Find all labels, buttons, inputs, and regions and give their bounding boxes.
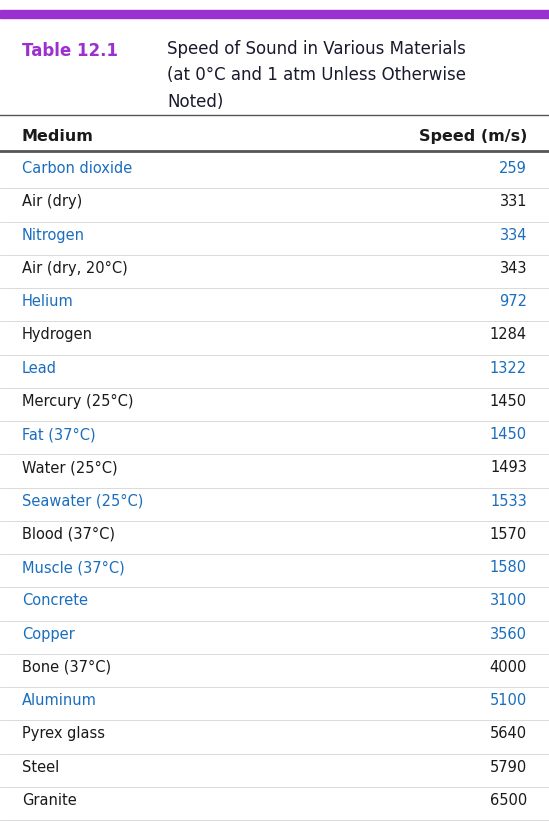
Text: 1493: 1493 [490, 460, 527, 475]
Text: Aluminum: Aluminum [22, 693, 97, 708]
Text: Table 12.1: Table 12.1 [22, 42, 118, 60]
Text: Pyrex glass: Pyrex glass [22, 726, 105, 741]
Text: Lead: Lead [22, 361, 57, 376]
Text: Muscle (37°C): Muscle (37°C) [22, 560, 125, 575]
Text: Copper: Copper [22, 627, 75, 642]
Text: 1450: 1450 [490, 427, 527, 442]
Text: 1570: 1570 [490, 527, 527, 542]
Text: 343: 343 [500, 261, 527, 276]
Text: 331: 331 [500, 194, 527, 209]
Text: 3100: 3100 [490, 593, 527, 608]
Text: Medium: Medium [22, 129, 94, 144]
Text: Helium: Helium [22, 294, 74, 309]
Text: 3560: 3560 [490, 627, 527, 642]
Text: Bone (37°C): Bone (37°C) [22, 660, 111, 675]
Text: Speed of Sound in Various Materials: Speed of Sound in Various Materials [167, 40, 466, 58]
Text: Air (dry, 20°C): Air (dry, 20°C) [22, 261, 128, 276]
Text: 1450: 1450 [490, 394, 527, 409]
Text: 5640: 5640 [490, 726, 527, 741]
Text: Speed (m/s): Speed (m/s) [419, 129, 527, 144]
Text: 972: 972 [499, 294, 527, 309]
Text: 1580: 1580 [490, 560, 527, 575]
Text: Granite: Granite [22, 793, 77, 808]
Text: Water (25°C): Water (25°C) [22, 460, 117, 475]
Text: Seawater (25°C): Seawater (25°C) [22, 494, 143, 509]
Text: Steel: Steel [22, 760, 59, 774]
Text: Air (dry): Air (dry) [22, 194, 82, 209]
Text: Fat (37°C): Fat (37°C) [22, 427, 96, 442]
Text: Mercury (25°C): Mercury (25°C) [22, 394, 133, 409]
Text: Hydrogen: Hydrogen [22, 327, 93, 342]
Text: Nitrogen: Nitrogen [22, 228, 85, 243]
Text: 4000: 4000 [490, 660, 527, 675]
Text: Concrete: Concrete [22, 593, 88, 608]
Text: Carbon dioxide: Carbon dioxide [22, 161, 132, 176]
Text: 1322: 1322 [490, 361, 527, 376]
Text: Blood (37°C): Blood (37°C) [22, 527, 115, 542]
Text: 1284: 1284 [490, 327, 527, 342]
Text: (at 0°C and 1 atm Unless Otherwise: (at 0°C and 1 atm Unless Otherwise [167, 66, 467, 85]
Text: 5100: 5100 [490, 693, 527, 708]
Text: 259: 259 [499, 161, 527, 176]
Bar [0, 10, 549, 18]
Text: 5790: 5790 [490, 760, 527, 774]
Text: 334: 334 [500, 228, 527, 243]
Text: 6500: 6500 [490, 793, 527, 808]
Text: 1533: 1533 [490, 494, 527, 509]
Text: Noted): Noted) [167, 93, 224, 111]
